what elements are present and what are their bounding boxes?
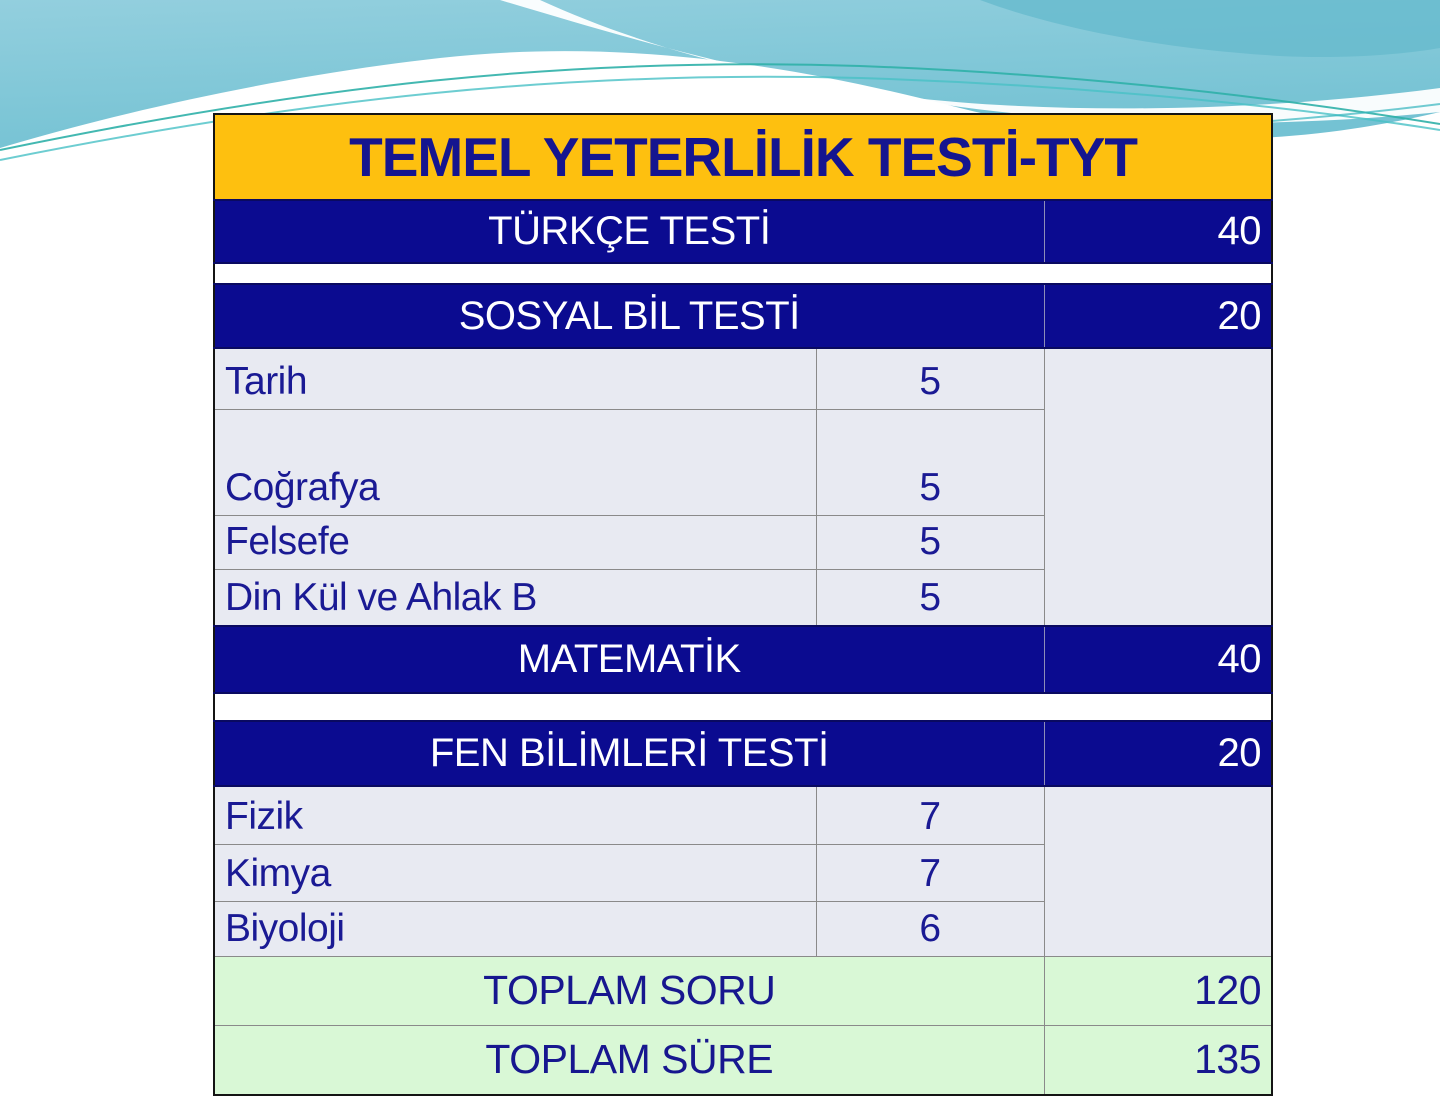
subject-count: 5 (815, 347, 1045, 410)
section-total-sosyal: 20 (1043, 283, 1273, 349)
total-label: TOPLAM SÜRE (213, 1024, 1045, 1096)
subject-count: 5 (815, 514, 1045, 570)
subject-name: Kimya (213, 843, 817, 902)
total-value: 135 (1043, 1024, 1273, 1096)
section-total-turkce: 40 (1043, 199, 1273, 264)
section-label-matematik: MATEMATİK (214, 625, 1044, 694)
section-row-sosyal: SOSYAL BİL TESTİ 20 (214, 283, 1273, 349)
subject-row: Fizik 7 (213, 785, 1273, 957)
subject-row: Coğrafya 5 (213, 408, 1272, 516)
subject-count: 6 (815, 900, 1045, 957)
subject-name: Tarih (213, 347, 817, 410)
subject-count: 7 (815, 785, 1045, 845)
sosyal-merged-cell (1043, 347, 1273, 627)
total-row-soru: TOPLAM SORU 120 (213, 955, 1273, 1026)
subject-name: Din Kül ve Ahlak B (213, 568, 817, 627)
subject-count: 5 (815, 408, 1045, 516)
subject-row: Biyoloji 6 (213, 900, 1272, 957)
total-value: 120 (1043, 955, 1273, 1026)
section-total-fen: 20 (1043, 720, 1273, 787)
total-row-sure: TOPLAM SÜRE 135 (213, 1024, 1273, 1096)
section-label-turkce: TÜRKÇE TESTİ (214, 199, 1044, 264)
spacer-row (214, 693, 1273, 721)
total-label: TOPLAM SORU (213, 955, 1045, 1026)
subject-name: Coğrafya (213, 408, 817, 516)
tyt-exam-table: TEMEL YETERLİLİK TESTİ-TYT TÜRKÇE TESTİ … (213, 113, 1274, 1096)
subject-row: Din Kül ve Ahlak B 5 (213, 568, 1272, 627)
subject-name: Fizik (213, 785, 817, 845)
table-title: TEMEL YETERLİLİK TESTİ-TYT (214, 114, 1273, 200)
section-label-sosyal: SOSYAL BİL TESTİ (214, 283, 1044, 349)
section-row-matematik: MATEMATİK 40 (214, 625, 1273, 694)
subject-name: Biyoloji (213, 900, 817, 957)
spacer-row (214, 263, 1273, 284)
fen-merged-cell (1043, 785, 1273, 957)
subject-row: Kimya 7 (213, 843, 1272, 902)
subject-count: 5 (815, 568, 1045, 627)
section-row-turkce: TÜRKÇE TESTİ 40 (214, 199, 1273, 264)
section-label-fen: FEN BİLİMLERİ TESTİ (214, 720, 1044, 787)
section-total-matematik: 40 (1043, 625, 1273, 694)
table-title-row: TEMEL YETERLİLİK TESTİ-TYT (214, 114, 1273, 200)
subject-row: Tarih 5 (213, 347, 1273, 627)
section-row-fen: FEN BİLİMLERİ TESTİ 20 (214, 720, 1273, 787)
subject-count: 7 (815, 843, 1045, 902)
subject-name: Felsefe (213, 514, 817, 570)
